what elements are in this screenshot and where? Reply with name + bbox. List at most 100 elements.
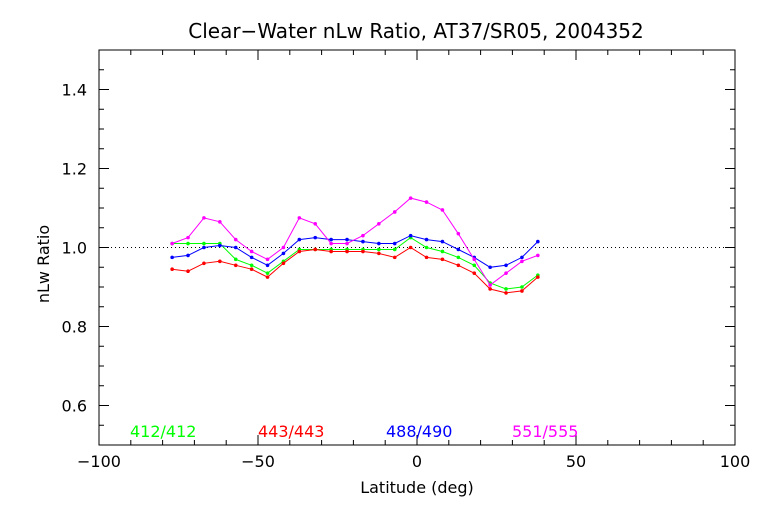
x-tick-label: 0 <box>412 452 422 471</box>
data-point <box>504 291 508 295</box>
data-point <box>472 257 477 262</box>
data-point <box>456 231 461 236</box>
y-tick-label: 0.6 <box>62 397 87 416</box>
data-point <box>329 249 333 254</box>
series-line-443-443 <box>172 246 539 294</box>
data-point <box>202 245 206 250</box>
data-point <box>456 263 461 268</box>
data-point <box>456 255 461 260</box>
data-point <box>536 253 540 258</box>
data-point <box>536 275 540 279</box>
data-point <box>170 255 174 260</box>
data-point <box>186 269 190 274</box>
series-line-488-490 <box>172 235 539 268</box>
data-point <box>170 267 174 272</box>
data-point <box>361 239 365 244</box>
x-tick-label: 100 <box>720 452 751 471</box>
data-point <box>424 200 429 204</box>
data-point <box>520 255 524 260</box>
data-point <box>408 196 413 200</box>
y-axis-label: nLw Ratio <box>34 225 53 303</box>
data-point <box>202 241 206 246</box>
data-point <box>186 241 190 246</box>
data-point <box>233 263 238 268</box>
data-point <box>440 208 445 212</box>
data-point <box>313 235 318 240</box>
data-point <box>297 216 302 220</box>
data-point <box>249 267 254 272</box>
legend-entry: 488/490 <box>386 422 452 441</box>
x-axis: −100 −50 0 50 100 <box>77 50 750 471</box>
data-point <box>265 275 270 279</box>
data-point <box>329 241 333 246</box>
data-point <box>233 237 238 242</box>
data-point <box>345 237 349 242</box>
data-point <box>361 249 365 254</box>
data-point <box>520 289 524 293</box>
data-point <box>504 271 508 275</box>
data-point <box>520 259 524 264</box>
data-point <box>218 243 222 248</box>
data-point <box>392 241 397 246</box>
data-point <box>281 261 286 266</box>
data-point <box>218 220 222 224</box>
series-line-412-412 <box>172 236 539 290</box>
data-point <box>313 247 318 252</box>
y-tick-label: 1.4 <box>62 81 87 100</box>
legend-entry: 412/412 <box>130 422 196 441</box>
data-point <box>281 245 286 250</box>
data-point <box>440 239 445 244</box>
data-point <box>472 271 477 275</box>
chart-title: Clear−Water nLw Ratio, AT37/SR05, 200435… <box>188 19 644 43</box>
x-axis-label: Latitude (deg) <box>360 478 474 497</box>
data-point <box>504 263 508 268</box>
data-point <box>186 235 190 240</box>
data-point <box>440 249 445 254</box>
data-point <box>377 247 381 252</box>
data-point <box>504 287 508 291</box>
data-point <box>249 249 254 254</box>
data-point <box>361 233 365 238</box>
data-point <box>408 245 413 250</box>
data-point <box>281 251 286 256</box>
y-axis: 0.6 0.8 1.0 1.2 1.4 <box>62 49 735 446</box>
series-line-551-555 <box>171 197 538 286</box>
data-point <box>392 210 397 214</box>
x-tick-label: −100 <box>77 452 121 471</box>
data-point <box>233 245 238 250</box>
data-point <box>456 247 461 252</box>
data-point <box>249 263 254 268</box>
data-point <box>472 263 477 268</box>
legend: 412/412 443/443 488/490 551/555 <box>130 422 578 441</box>
y-tick-label: 1.0 <box>62 239 87 258</box>
data-point <box>440 257 445 262</box>
data-point <box>488 287 492 291</box>
data-point <box>265 257 270 262</box>
series-layer <box>170 196 540 295</box>
data-point <box>249 255 254 260</box>
data-point <box>536 239 540 244</box>
x-tick-label: 50 <box>566 452 586 471</box>
data-point <box>520 285 524 289</box>
data-point <box>408 233 413 238</box>
data-point <box>488 283 492 287</box>
data-point <box>424 255 429 260</box>
y-tick-label: 1.2 <box>62 160 87 179</box>
data-point <box>297 249 302 254</box>
data-point <box>345 241 349 246</box>
x-tick-label: −50 <box>241 452 275 471</box>
data-point <box>297 237 302 242</box>
data-point <box>170 241 174 246</box>
data-point <box>202 261 206 266</box>
data-point <box>488 265 492 270</box>
legend-entry: 551/555 <box>512 422 578 441</box>
data-point <box>377 222 381 226</box>
data-point <box>265 263 270 268</box>
data-point <box>377 251 381 256</box>
data-point <box>265 271 270 275</box>
data-point <box>202 216 206 220</box>
data-point <box>424 237 429 242</box>
data-point <box>345 249 349 254</box>
data-point <box>186 253 190 258</box>
